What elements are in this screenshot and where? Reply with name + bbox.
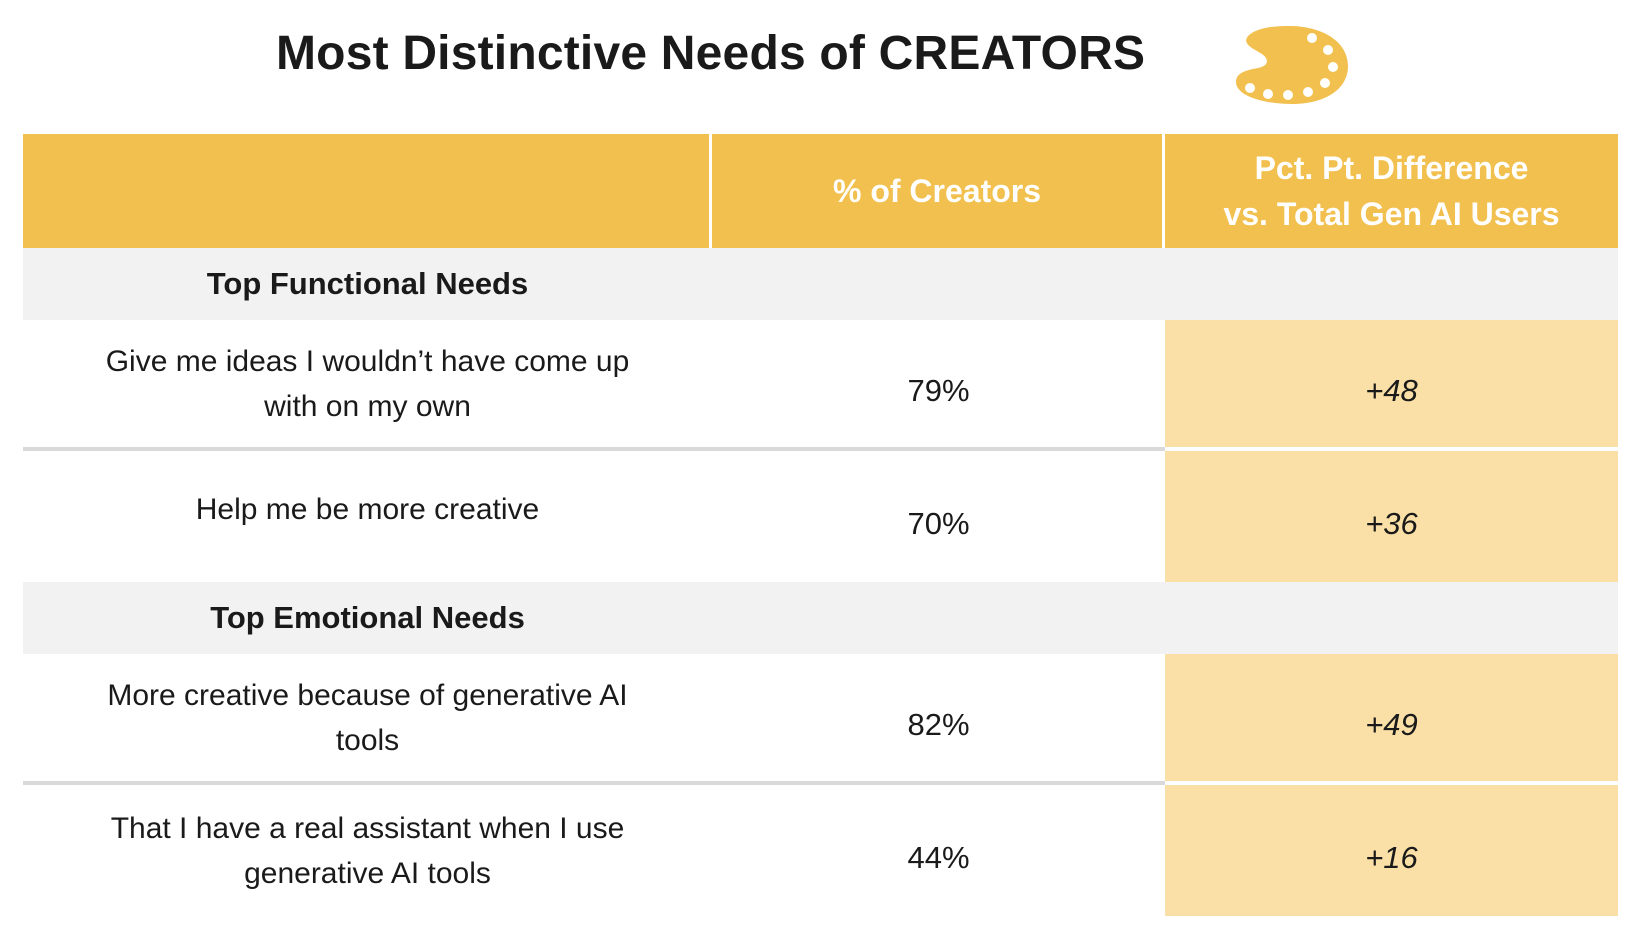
pct-creators-value: 70% bbox=[907, 505, 970, 541]
need-label: That I have a real assistant when I use … bbox=[110, 811, 625, 890]
section-row-emotional: Top Emotional Needs bbox=[23, 582, 1618, 654]
header-pct-creators: % of Creators bbox=[712, 134, 1165, 248]
section-row-functional: Top Functional Needs bbox=[23, 248, 1618, 320]
pct-creators-value: 82% bbox=[712, 654, 1165, 785]
section-empty-cell bbox=[1165, 582, 1618, 654]
table-header-row: % of Creators Pct. Pt. Difference vs. To… bbox=[23, 134, 1618, 248]
chart-title: Most Distinctive Needs of CREATORS bbox=[276, 27, 1146, 80]
section-empty-cell bbox=[712, 248, 1165, 320]
pct-diff-value: +48 bbox=[1165, 320, 1618, 451]
header-pct-diff: Pct. Pt. Difference vs. Total Gen AI Use… bbox=[1165, 134, 1618, 248]
table-row: Help me be more creative 70% +36 bbox=[23, 451, 1618, 582]
section-empty-cell bbox=[712, 582, 1165, 654]
palette-icon bbox=[1236, 26, 1348, 104]
section-empty-cell bbox=[1165, 248, 1618, 320]
section-title-functional: Top Functional Needs bbox=[206, 266, 529, 301]
pct-creators-value: 44% bbox=[907, 839, 970, 875]
table-row: Give me ideas I wouldn’t have come up wi… bbox=[23, 320, 1618, 451]
pct-creators-value: 79% bbox=[712, 320, 1165, 451]
header-pct-diff-line1: Pct. Pt. Difference bbox=[1254, 150, 1529, 186]
need-label: Help me be more creative bbox=[195, 493, 540, 526]
pct-diff-value: +49 bbox=[1165, 654, 1618, 785]
table-row: That I have a real assistant when I use … bbox=[23, 785, 1618, 916]
pct-diff-value: +36 bbox=[1165, 451, 1618, 582]
pct-diff-value: +16 bbox=[1165, 785, 1618, 916]
header-pct-diff-line2: vs. Total Gen AI Users bbox=[1223, 196, 1560, 232]
table-row: More creative because of generative AI t… bbox=[23, 654, 1618, 785]
header-need-cell bbox=[23, 134, 712, 248]
needs-table: % of Creators Pct. Pt. Difference vs. To… bbox=[23, 134, 1618, 916]
section-title-emotional: Top Emotional Needs bbox=[210, 600, 525, 635]
need-label: More creative because of generative AI t… bbox=[23, 654, 712, 785]
need-label: Give me ideas I wouldn’t have come up wi… bbox=[23, 320, 712, 451]
title-area: Most Distinctive Needs of CREATORS bbox=[0, 14, 1636, 104]
